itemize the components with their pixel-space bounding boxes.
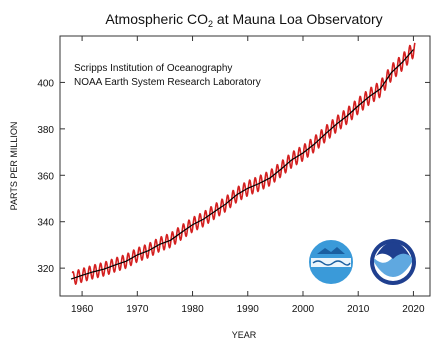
chart-title-rest: at Mauna Loa Observatory: [213, 11, 383, 27]
monthly-series: [71, 42, 416, 285]
y-tick-label-340: 340: [37, 218, 54, 229]
x-axis-label: YEAR: [232, 330, 257, 340]
x-tick-label-2000: 2000: [292, 304, 315, 315]
y-axis-label: PARTS PER MILLION: [9, 122, 19, 211]
plot-frame: [59, 35, 431, 297]
x-tick-label-1970: 1970: [126, 304, 149, 315]
y-tick-label-380: 380: [37, 125, 54, 136]
trend-co2-line: [70, 49, 414, 280]
x-tick-label-2010: 2010: [347, 304, 370, 315]
x-tick-label-1960: 1960: [71, 304, 94, 315]
y-tick-label-360: 360: [37, 171, 54, 182]
chart-title-main: Atmospheric CO: [105, 11, 208, 27]
y-tick-label-400: 400: [37, 78, 54, 89]
x-tick-label-1990: 1990: [237, 304, 260, 315]
credit-scripps: Scripps Institution of Oceanography: [74, 63, 232, 74]
credit-noaa: NOAA Earth System Research Laboratory: [74, 77, 261, 88]
chart-title: Atmospheric CO2 at Mauna Loa Observatory: [105, 11, 382, 29]
y-axis-ticks: 320 340 360 380 400: [37, 78, 430, 275]
scripps-logo-icon: [307, 238, 355, 286]
x-tick-label-2020: 2020: [402, 304, 425, 315]
x-axis-ticks: 1960 1970 1980 1990 2000 2010 2020: [71, 36, 425, 315]
monthly-co2-line: [71, 42, 416, 285]
chart-title-subscript: 2: [208, 19, 213, 29]
x-tick-label-1980: 1980: [181, 304, 204, 315]
noaa-logo-icon: [370, 239, 416, 285]
y-tick-label-320: 320: [37, 264, 54, 275]
trend-series: [70, 49, 414, 280]
